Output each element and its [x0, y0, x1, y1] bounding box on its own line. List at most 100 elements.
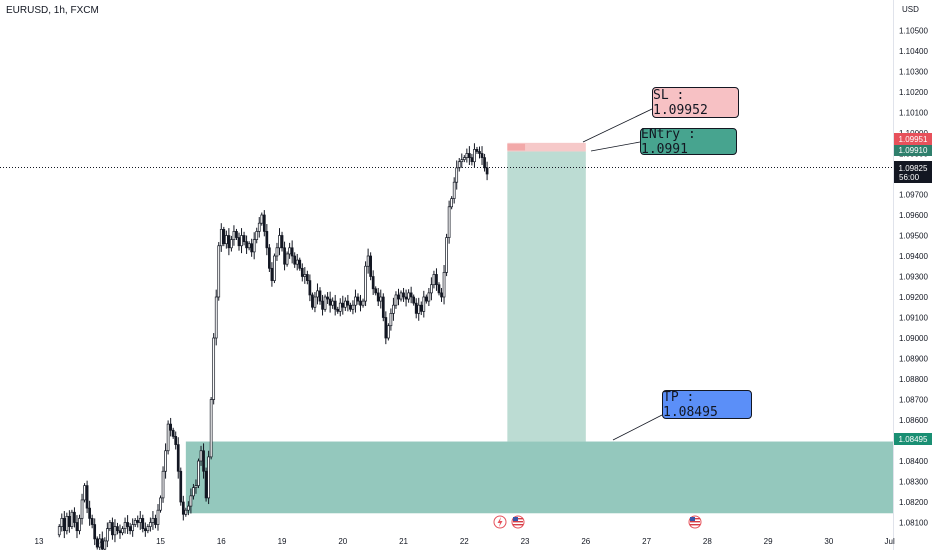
candle	[379, 289, 383, 309]
candle	[169, 417, 172, 437]
candle	[80, 493, 84, 525]
candle	[265, 224, 269, 256]
entry-pointer-line	[590, 141, 641, 152]
candle	[432, 270, 436, 289]
candle	[485, 161, 489, 181]
us-flag-event-icon[interactable]	[688, 515, 702, 529]
candle	[176, 437, 180, 479]
candle	[192, 483, 195, 500]
candle	[217, 242, 221, 301]
candle	[207, 450, 210, 505]
sl-label[interactable]: SL : 1.09952	[652, 87, 739, 118]
candle	[374, 286, 378, 296]
candle	[179, 467, 183, 506]
entry-price-badge	[894, 145, 932, 156]
candle	[419, 301, 423, 316]
candle	[341, 295, 345, 315]
candle	[174, 431, 178, 450]
candle	[70, 509, 74, 530]
candle	[95, 536, 99, 550]
candle	[209, 397, 213, 460]
zones-layer	[185, 142, 894, 514]
candle	[212, 333, 216, 405]
date-tick-label: 29	[764, 537, 773, 546]
candle	[356, 293, 360, 305]
date-tick-label: 15	[156, 537, 165, 546]
candle	[478, 146, 481, 159]
candle	[316, 283, 319, 305]
candle	[338, 298, 342, 317]
candle	[184, 507, 188, 517]
candle	[245, 235, 248, 254]
candle	[204, 467, 208, 502]
candle	[131, 518, 135, 537]
time-axis[interactable]: 13 14 15 16 19 20 21 22 23 26 27 28 29 30 Jul	[35, 537, 895, 546]
candle	[100, 531, 104, 550]
candle	[298, 257, 302, 271]
candle	[288, 242, 291, 259]
price-tick-label: 1.10500	[899, 27, 928, 36]
candle	[60, 513, 64, 532]
entry-label[interactable]: ENtry : 1.0991	[640, 127, 737, 157]
candle	[480, 146, 484, 165]
candle	[57, 524, 61, 538]
candle	[483, 153, 486, 172]
candle	[376, 287, 380, 307]
candle	[392, 297, 395, 321]
symbol-title[interactable]: EURUSD, 1h, FXCM	[6, 5, 99, 16]
candle	[214, 289, 218, 346]
candle	[83, 483, 86, 503]
tp-price-badge	[894, 433, 932, 445]
candle	[164, 443, 167, 479]
candle	[268, 244, 271, 272]
candle	[285, 251, 289, 267]
candle	[151, 511, 155, 530]
date-tick-label: 22	[460, 537, 469, 546]
price-tick-label: 1.09200	[899, 293, 928, 302]
candle	[111, 517, 114, 540]
economic-events	[493, 515, 702, 529]
price-tick-label: 1.09700	[899, 191, 928, 200]
sl-price-badge-text: 1.09951	[899, 135, 928, 144]
date-tick-label: Jul	[885, 537, 895, 546]
candle	[318, 287, 322, 305]
candle	[313, 292, 317, 313]
candle	[222, 226, 226, 247]
candle	[199, 445, 203, 466]
candle	[381, 293, 385, 322]
tp-label[interactable]: TP : 1.08495	[662, 390, 752, 420]
date-tick-label: 19	[278, 537, 287, 546]
demand-zone[interactable]	[185, 441, 894, 514]
candle	[331, 297, 335, 309]
candle	[237, 232, 241, 251]
candle	[435, 268, 438, 291]
candle	[321, 294, 324, 316]
price-tick-label: 1.08600	[899, 416, 928, 425]
position-stop-zone[interactable]	[507, 142, 586, 152]
candle	[252, 232, 256, 260]
candle	[260, 212, 264, 226]
candle	[161, 466, 165, 503]
candle	[424, 294, 428, 304]
position-profit-zone[interactable]	[507, 151, 586, 442]
price-tick-label: 1.10100	[899, 109, 928, 118]
candle	[250, 238, 254, 257]
us-flag-event-icon[interactable]	[511, 515, 525, 529]
date-tick-label: 20	[338, 537, 347, 546]
candle	[462, 155, 466, 163]
price-tick-label: 1.09000	[899, 334, 928, 343]
price-tick-label: 1.08700	[899, 396, 928, 405]
tp-price-badge-text: 1.08495	[899, 435, 928, 444]
date-tick-label: 14	[95, 537, 104, 546]
candle	[247, 241, 251, 251]
candle	[468, 146, 471, 165]
price-axis[interactable]: USD 1.10500 1.10400 1.10300 1.10200 1.10100 1.…	[899, 5, 928, 528]
price-tick-label: 1.10200	[899, 88, 928, 97]
lightning-event-icon[interactable]	[493, 515, 507, 529]
candle	[450, 196, 454, 210]
candle	[290, 240, 294, 264]
candle	[404, 289, 408, 307]
candle	[75, 515, 79, 539]
candle	[159, 495, 162, 513]
